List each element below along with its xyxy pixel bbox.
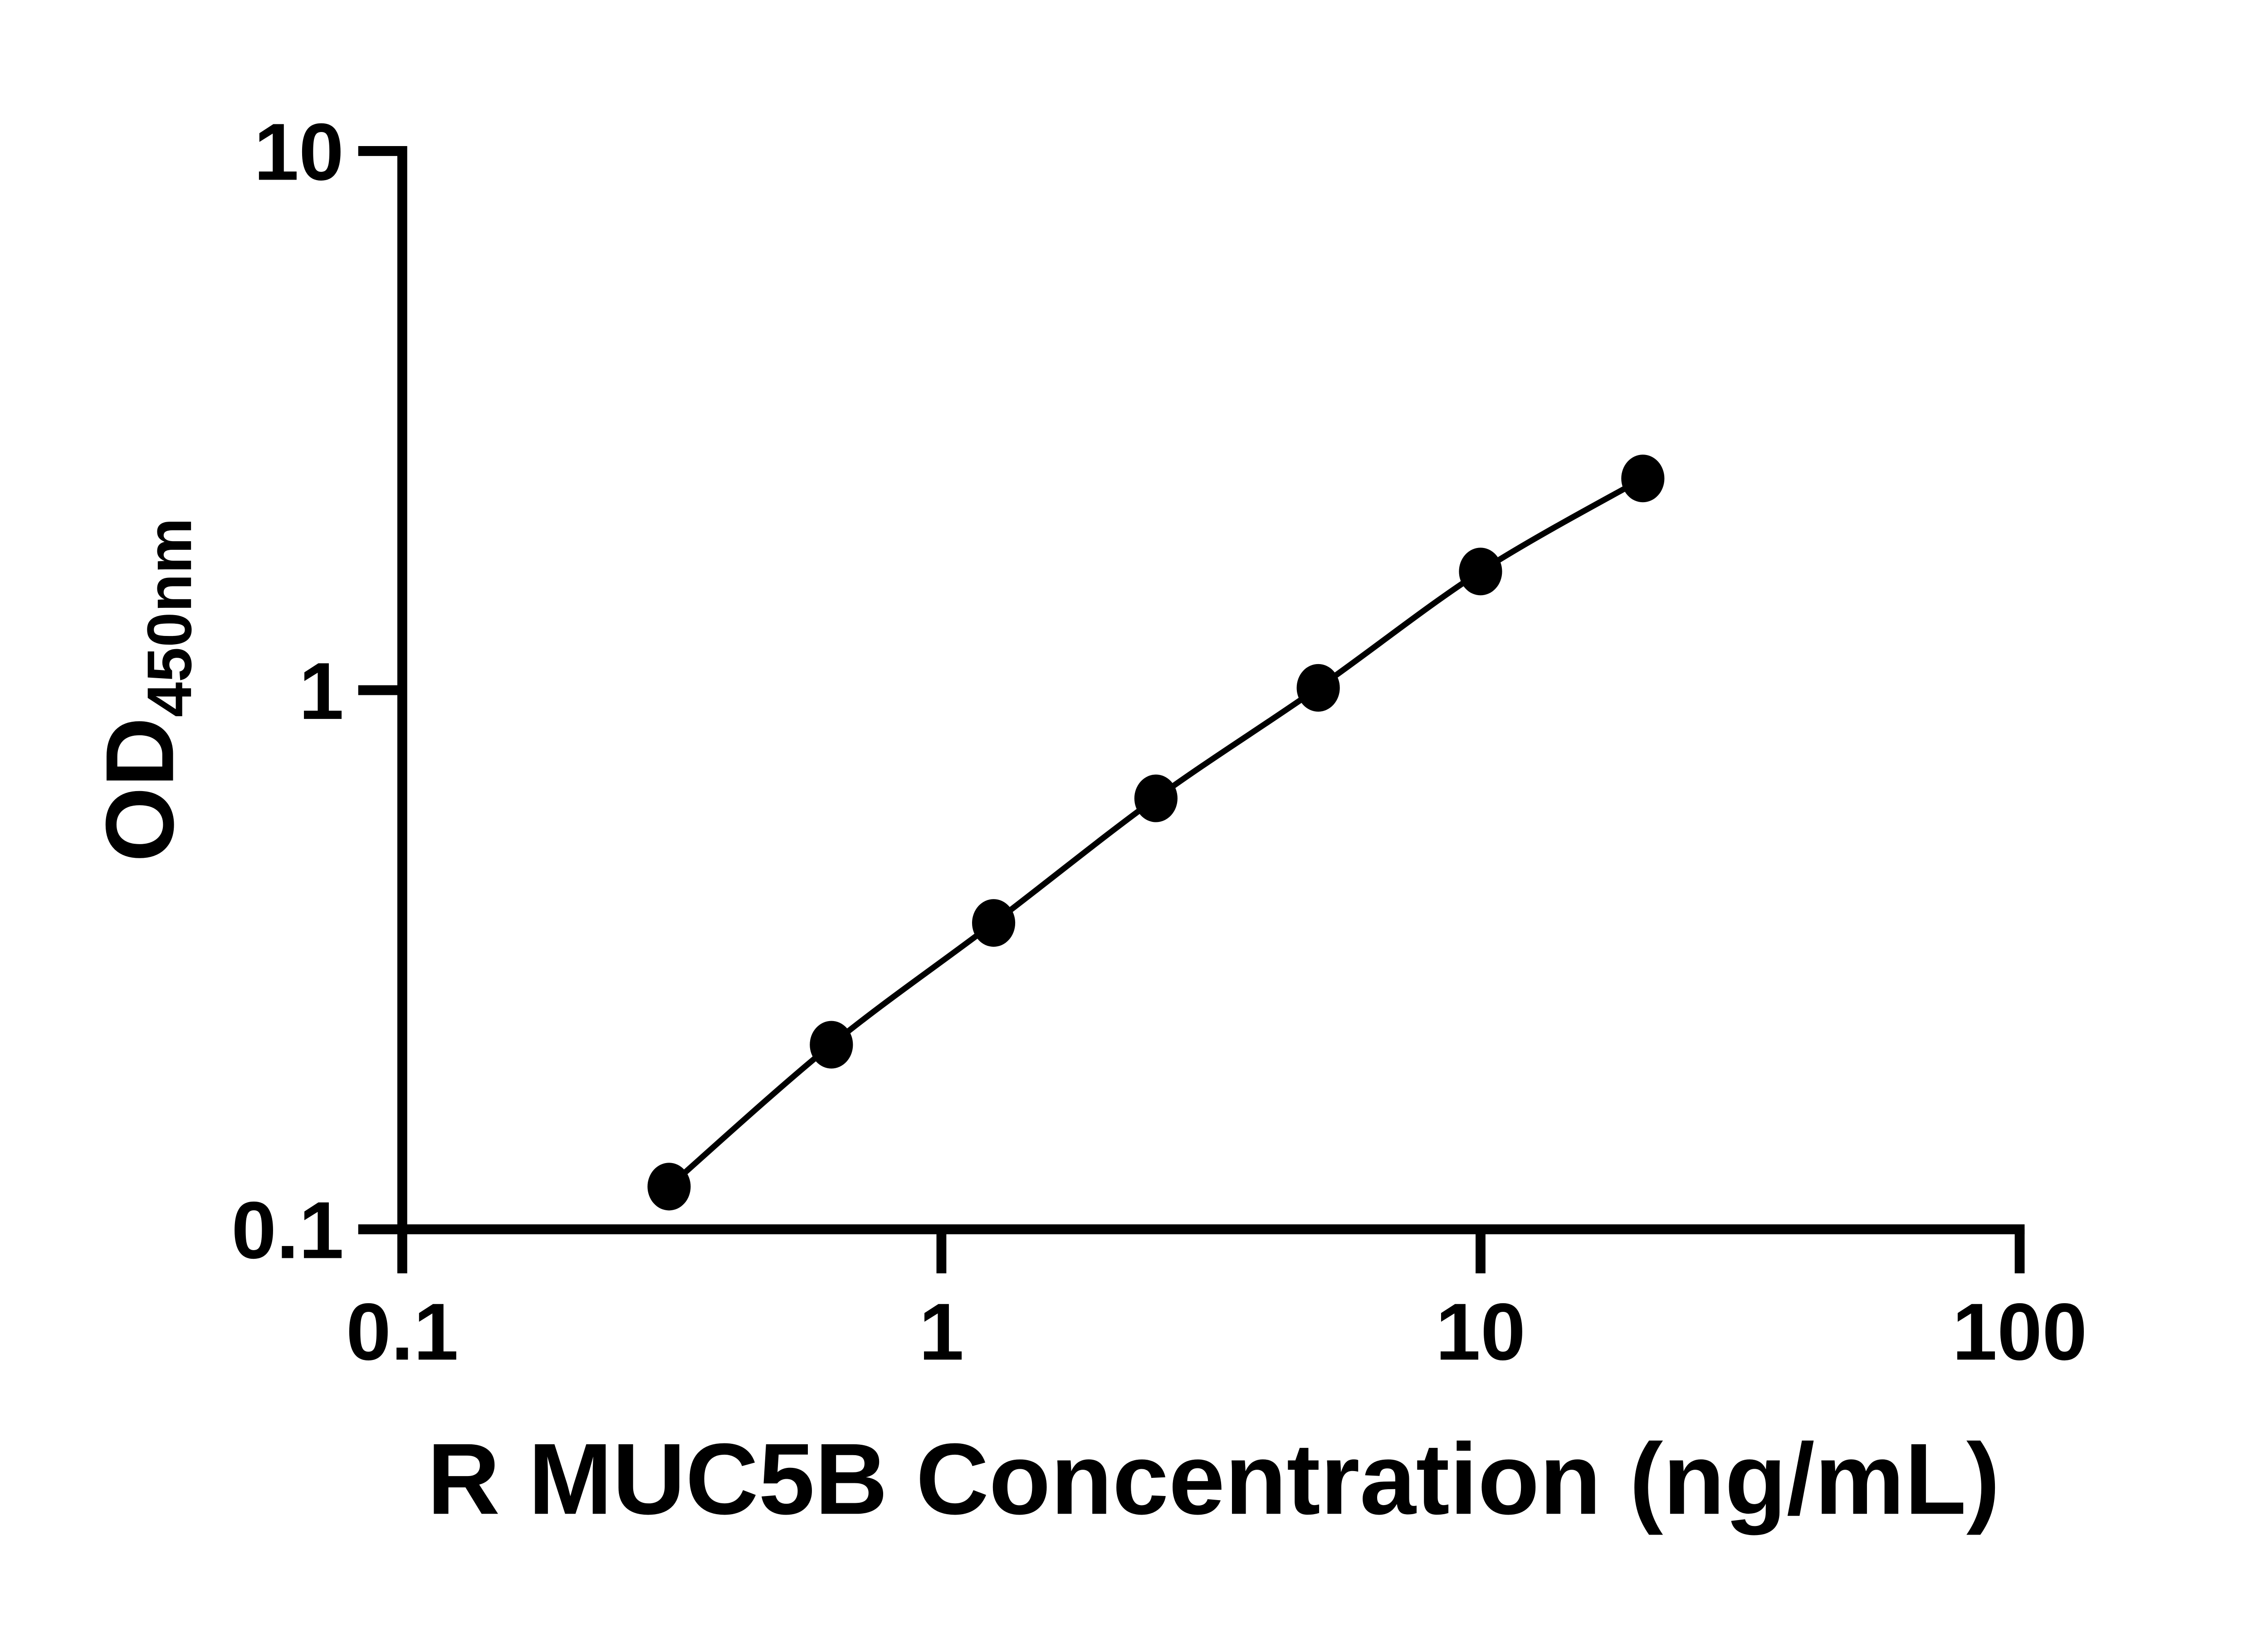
y-tick-label: 1: [299, 646, 344, 736]
y-tick-label: 0.1: [231, 1185, 344, 1275]
data-points: [647, 455, 1665, 1211]
x-axis-title: R MUC5B Concentration (ng/mL): [427, 1423, 2000, 1535]
x-tick-label: 0.1: [346, 1286, 459, 1377]
x-tick-label: 100: [1952, 1286, 2087, 1377]
x-tick-label: 1: [919, 1286, 964, 1377]
data-point: [1134, 774, 1178, 822]
data-point: [1296, 664, 1340, 712]
y-axis-title: OD450nm: [86, 518, 205, 862]
data-point: [1621, 455, 1665, 503]
y-axis-title-sub: 450nm: [134, 518, 205, 717]
data-point: [647, 1163, 691, 1211]
data-point: [1459, 548, 1502, 596]
data-point: [972, 899, 1016, 947]
x-tick-label: 10: [1436, 1286, 1525, 1377]
y-axis-title-main: OD: [86, 717, 194, 862]
axis-titles: R MUC5B Concentration (ng/mL) OD450nm: [86, 518, 2000, 1535]
y-tick-label: 10: [254, 107, 344, 197]
axes: [358, 146, 2025, 1274]
tick-labels: 0.1 1 10 100 10 1 0.1: [231, 107, 2087, 1377]
data-point: [810, 1021, 853, 1069]
y-axis-title-group: OD450nm: [86, 518, 205, 862]
